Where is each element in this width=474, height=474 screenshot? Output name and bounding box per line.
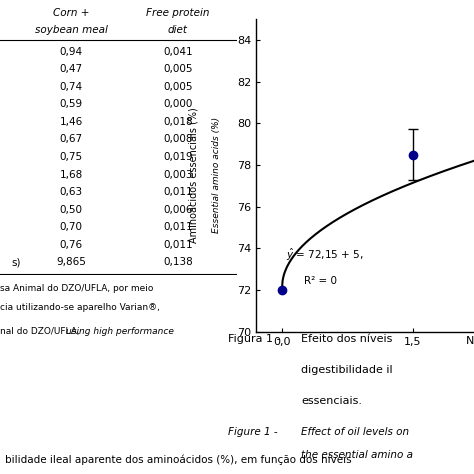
Text: Effect of oil levels on: Effect of oil levels on: [301, 427, 410, 437]
Text: 0,008: 0,008: [163, 135, 192, 145]
Text: 0,47: 0,47: [60, 64, 82, 74]
Text: nal do DZO/UFLA,: nal do DZO/UFLA,: [0, 327, 80, 336]
Text: essenciais.: essenciais.: [301, 396, 363, 406]
Text: 1,46: 1,46: [59, 117, 83, 127]
Text: 0,041: 0,041: [163, 47, 192, 57]
Text: 0,67: 0,67: [60, 135, 82, 145]
Text: 0,94: 0,94: [60, 47, 82, 57]
Text: 0,63: 0,63: [60, 187, 82, 197]
Text: 0,003: 0,003: [163, 170, 192, 180]
Text: s): s): [12, 257, 21, 267]
Text: the essential amino a: the essential amino a: [301, 450, 413, 460]
Text: 0,011: 0,011: [163, 240, 192, 250]
Text: 0,000: 0,000: [163, 100, 192, 109]
Text: Figura 1 -: Figura 1 -: [228, 334, 280, 344]
Text: bilidade ileal aparente dos aminoácidos (%), em função dos níveis: bilidade ileal aparente dos aminoácidos …: [5, 455, 351, 465]
Text: 0,70: 0,70: [60, 222, 82, 232]
Text: 0,75: 0,75: [60, 152, 82, 162]
Text: 9,865: 9,865: [56, 257, 86, 267]
Text: 0,005: 0,005: [163, 64, 192, 74]
Text: diet: diet: [168, 25, 188, 35]
Text: 0,005: 0,005: [163, 82, 192, 92]
Text: N: N: [465, 337, 474, 346]
Text: 0,011: 0,011: [163, 187, 192, 197]
Text: 0,59: 0,59: [60, 100, 82, 109]
Text: Aminoácidos essenciais (%): Aminoácidos essenciais (%): [190, 108, 200, 243]
Text: 0,50: 0,50: [60, 205, 82, 215]
Text: 0,138: 0,138: [163, 257, 192, 267]
Text: 0,018: 0,018: [163, 117, 192, 127]
Text: Essential amino acids (%): Essential amino acids (%): [212, 118, 221, 233]
Text: Corn +: Corn +: [53, 8, 90, 18]
Text: 0,011: 0,011: [163, 222, 192, 232]
Text: sa Animal do DZO/UFLA, por meio: sa Animal do DZO/UFLA, por meio: [0, 284, 154, 293]
Text: R² = 0: R² = 0: [304, 276, 337, 286]
Text: digestibilidade il: digestibilidade il: [301, 365, 393, 375]
Text: cia utilizando-se aparelho Varian®,: cia utilizando-se aparelho Varian®,: [0, 303, 160, 312]
Text: 0,006: 0,006: [163, 205, 192, 215]
Text: Figure 1 -: Figure 1 -: [228, 427, 277, 437]
Text: 0,019: 0,019: [163, 152, 192, 162]
Text: 0,76: 0,76: [60, 240, 82, 250]
Text: Free protein: Free protein: [146, 8, 210, 18]
Text: soybean meal: soybean meal: [35, 25, 108, 35]
Text: Efeito dos níveis: Efeito dos níveis: [301, 334, 393, 344]
Text: 1,68: 1,68: [59, 170, 83, 180]
Text: 0,74: 0,74: [60, 82, 82, 92]
Text: $\hat{y}$ = 72,15 + 5,: $\hat{y}$ = 72,15 + 5,: [286, 246, 364, 263]
Text: using high performance: using high performance: [66, 327, 174, 336]
